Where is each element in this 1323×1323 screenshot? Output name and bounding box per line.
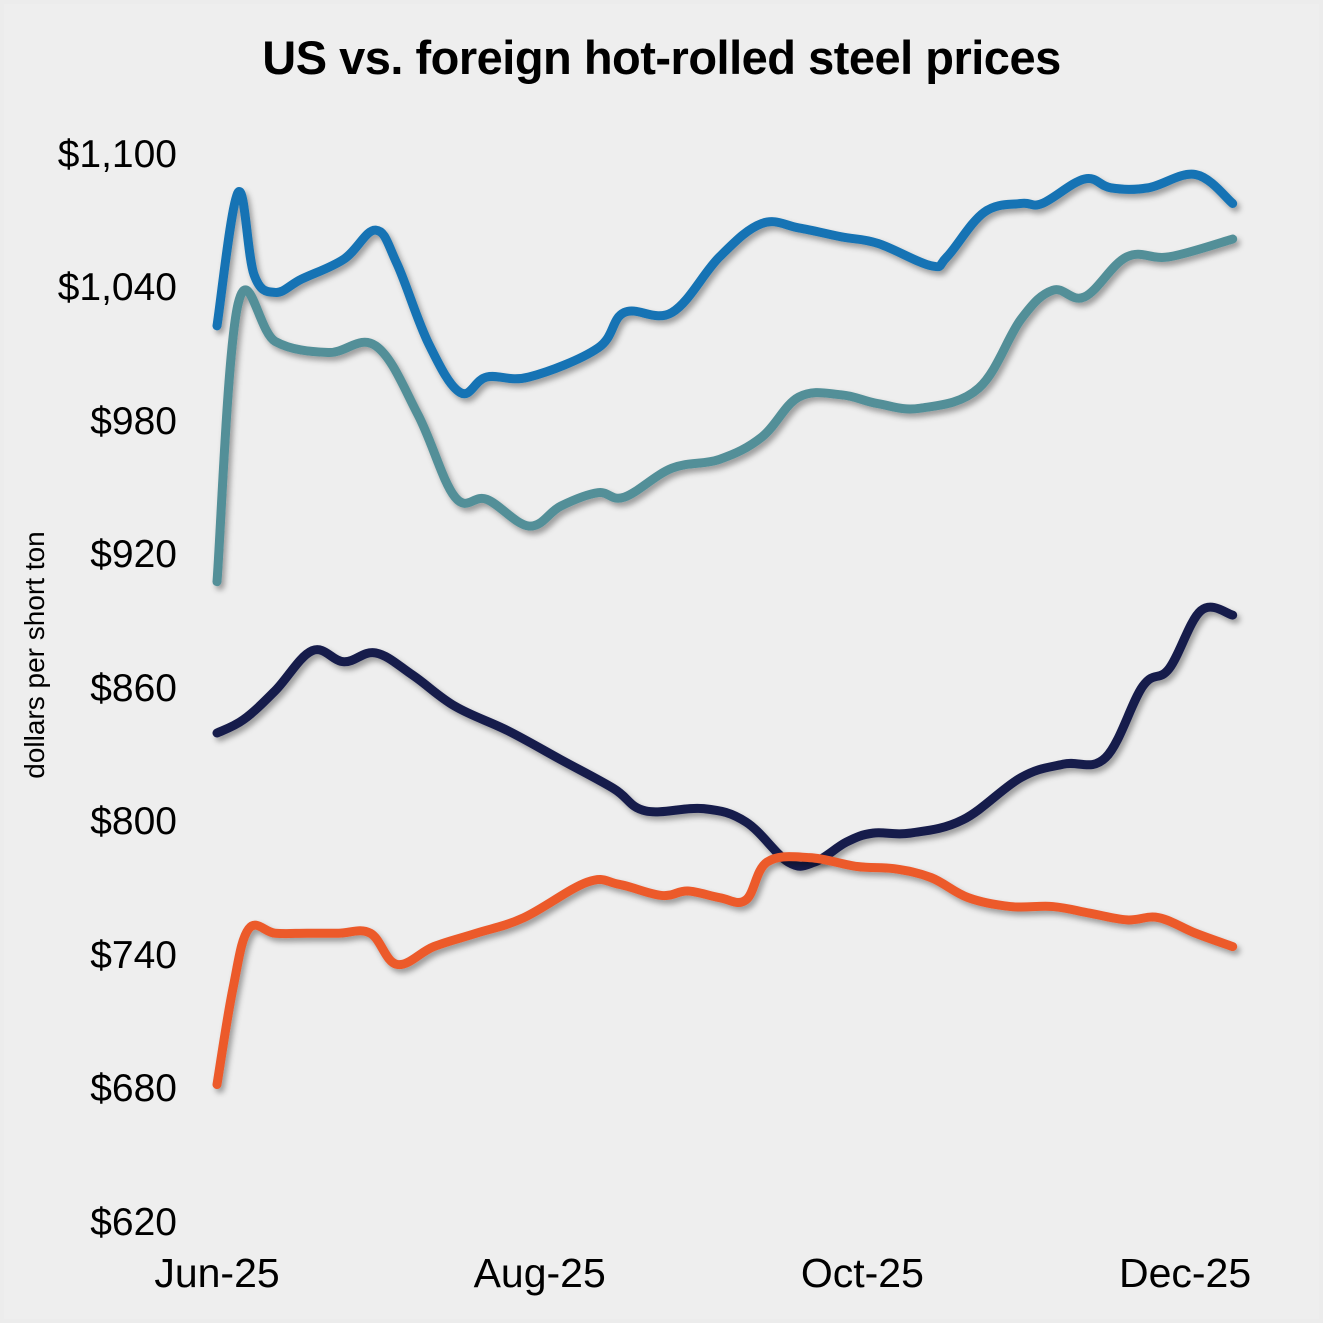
line-series-3-navy <box>212 602 1238 871</box>
y-tick-label: $920 <box>90 533 177 576</box>
y-tick-label: $1,100 <box>57 132 177 176</box>
x-tick-label: Oct-25 <box>800 1250 924 1296</box>
x-tick-label: Dec-25 <box>1118 1250 1252 1296</box>
y-tick-label: $620 <box>90 1200 177 1244</box>
y-tick-label: $860 <box>90 666 177 710</box>
line-series-4-orange <box>212 852 1238 1090</box>
y-tick-label: $980 <box>90 399 177 443</box>
chart-background <box>4 4 1319 1319</box>
y-tick-label: $740 <box>90 933 177 977</box>
x-tick-label: Aug-25 <box>473 1250 606 1296</box>
chart-title: US vs. foreign hot-rolled steel prices <box>262 31 1061 84</box>
y-tick-label: $1,040 <box>57 266 177 309</box>
x-tick-label: Jun-25 <box>154 1250 280 1296</box>
line-series-2-teal <box>212 234 1238 587</box>
y-tick-label: $800 <box>90 800 177 843</box>
line-series-1-blue <box>212 169 1238 399</box>
y-tick-label: $680 <box>90 1067 177 1110</box>
